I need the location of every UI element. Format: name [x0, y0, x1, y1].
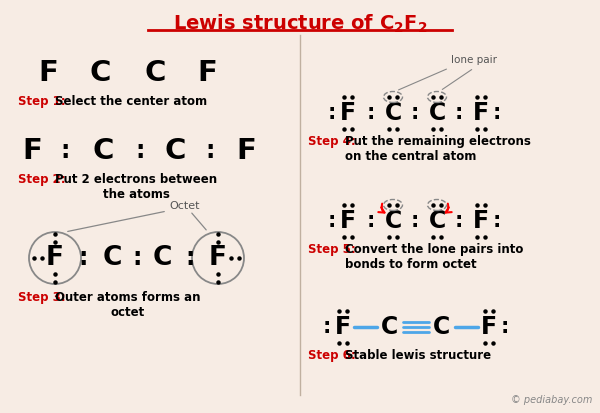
- Text: :: :: [328, 103, 336, 123]
- Text: F: F: [197, 59, 217, 87]
- Text: F: F: [38, 59, 58, 87]
- Text: C: C: [164, 137, 185, 165]
- Text: C: C: [103, 245, 122, 271]
- Text: F: F: [209, 245, 227, 271]
- Text: :: :: [205, 139, 215, 163]
- Text: :: :: [323, 317, 331, 337]
- Text: :: :: [136, 139, 145, 163]
- Text: F: F: [340, 101, 356, 125]
- Text: F: F: [473, 101, 489, 125]
- Text: Select the center atom: Select the center atom: [55, 95, 207, 108]
- Text: Put the remaining electrons
on the central atom: Put the remaining electrons on the centr…: [345, 135, 531, 163]
- Text: C: C: [428, 101, 446, 125]
- Text: F: F: [335, 315, 351, 339]
- Text: Octet: Octet: [170, 201, 200, 211]
- Text: :: :: [411, 103, 419, 123]
- Text: C: C: [385, 209, 401, 233]
- Text: F: F: [22, 137, 42, 165]
- Text: :: :: [367, 103, 374, 123]
- Text: :: :: [455, 103, 463, 123]
- Text: Step 3:: Step 3:: [18, 291, 65, 304]
- Text: C: C: [145, 59, 166, 87]
- Text: Step 4:: Step 4:: [308, 135, 356, 148]
- Text: lone pair: lone pair: [451, 55, 497, 65]
- Text: F: F: [46, 245, 64, 271]
- Text: :: :: [185, 246, 194, 270]
- Text: :: :: [493, 211, 501, 231]
- Text: C: C: [433, 315, 451, 339]
- Text: C: C: [385, 101, 401, 125]
- Text: :: :: [79, 246, 88, 270]
- Text: Stable lewis structure: Stable lewis structure: [345, 349, 491, 362]
- Text: :: :: [455, 211, 463, 231]
- Text: F: F: [236, 137, 256, 165]
- Text: Lewis structure of $\mathbf{C_2F_2}$: Lewis structure of $\mathbf{C_2F_2}$: [173, 13, 427, 35]
- Text: Step 6:: Step 6:: [308, 349, 356, 362]
- Text: :: :: [328, 211, 336, 231]
- Text: C: C: [152, 245, 172, 271]
- Text: Step 2:: Step 2:: [18, 173, 65, 186]
- Text: C: C: [428, 209, 446, 233]
- Text: F: F: [481, 315, 497, 339]
- Text: :: :: [411, 211, 419, 231]
- Text: F: F: [473, 209, 489, 233]
- Text: Step 1:: Step 1:: [18, 95, 65, 108]
- Text: :: :: [501, 317, 509, 337]
- Text: Put 2 electrons between
the atoms: Put 2 electrons between the atoms: [55, 173, 217, 201]
- Text: :: :: [367, 211, 374, 231]
- Text: C: C: [382, 315, 398, 339]
- Text: C: C: [89, 59, 110, 87]
- Text: F: F: [340, 209, 356, 233]
- Text: Outer atoms forms an
octet: Outer atoms forms an octet: [55, 291, 200, 319]
- Text: © pediabay.com: © pediabay.com: [511, 395, 592, 405]
- Text: C: C: [92, 137, 113, 165]
- Text: :: :: [133, 246, 142, 270]
- Text: Convert the lone pairs into
bonds to form octet: Convert the lone pairs into bonds to for…: [345, 243, 523, 271]
- Text: :: :: [493, 103, 501, 123]
- Text: Step 5:: Step 5:: [308, 243, 356, 256]
- Text: :: :: [61, 139, 70, 163]
